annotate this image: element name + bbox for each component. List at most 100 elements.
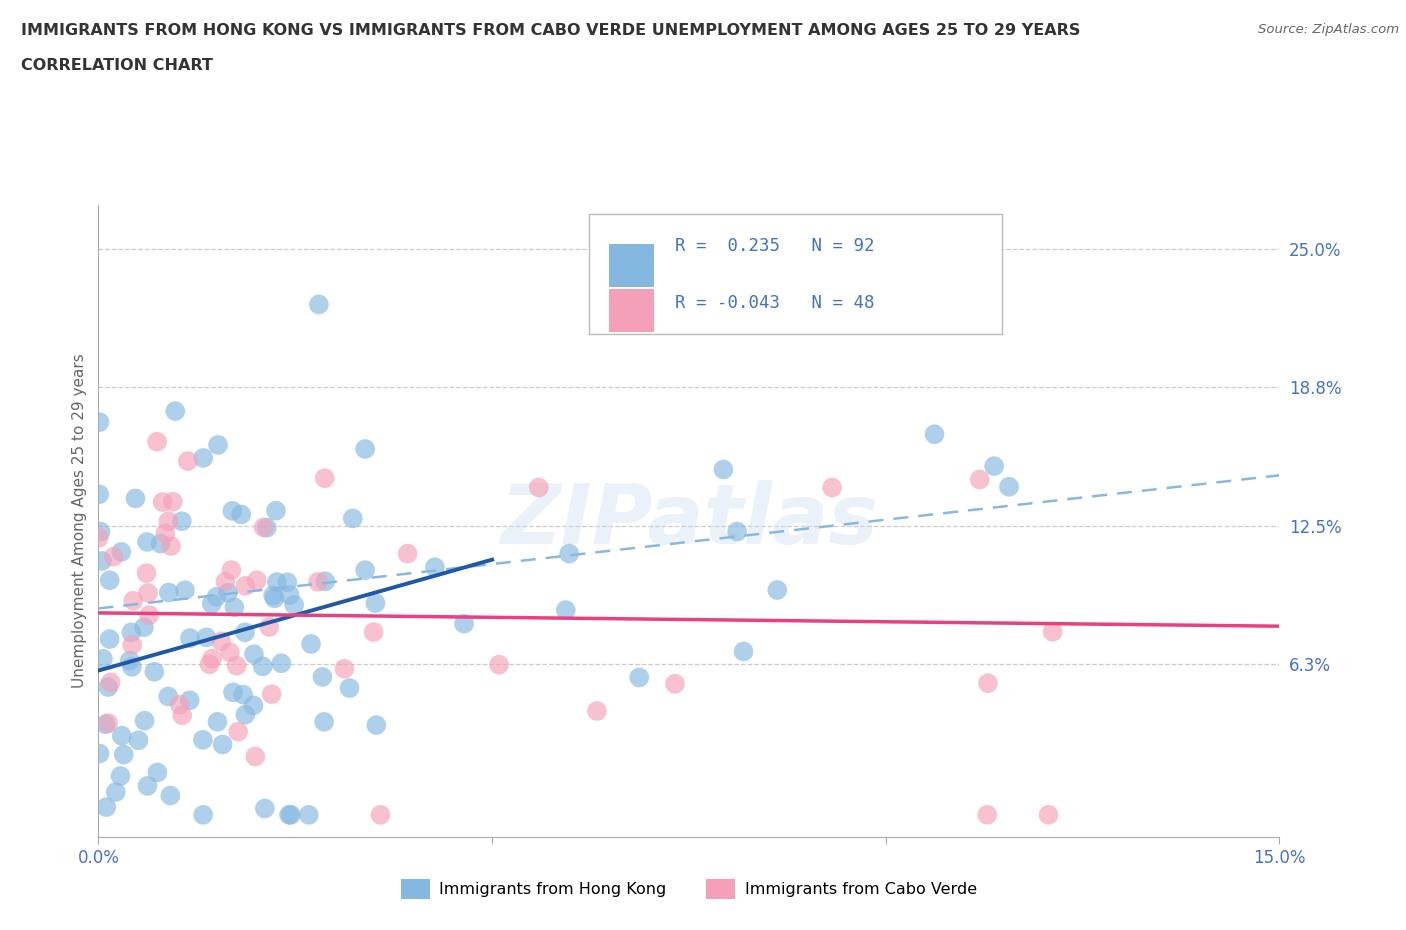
- Point: [149, 537, 172, 551]
- Point: [278, 588, 301, 603]
- Point: [89, 487, 111, 502]
- Point: [766, 582, 789, 597]
- Point: [94, 717, 117, 732]
- Point: [259, 619, 281, 634]
- Point: [307, 575, 329, 590]
- Point: [233, 625, 256, 640]
- Point: [111, 728, 134, 743]
- Point: [98, 631, 121, 646]
- Point: [233, 707, 256, 722]
- Point: [976, 807, 998, 822]
- Point: [977, 676, 1000, 691]
- Point: [211, 737, 233, 751]
- FancyBboxPatch shape: [609, 289, 654, 332]
- Point: [713, 462, 735, 477]
- Point: [121, 659, 143, 674]
- Text: ZIPatlas: ZIPatlas: [501, 480, 877, 562]
- Point: [110, 544, 132, 559]
- Point: [270, 656, 292, 671]
- Point: [245, 749, 267, 764]
- Legend: Immigrants from Hong Kong, Immigrants from Cabo Verde: Immigrants from Hong Kong, Immigrants fr…: [395, 872, 983, 905]
- Point: [243, 646, 266, 661]
- Point: [91, 553, 114, 568]
- Point: [96, 800, 118, 815]
- Y-axis label: Unemployment Among Ages 25 to 29 years: Unemployment Among Ages 25 to 29 years: [72, 353, 87, 688]
- Point: [298, 807, 321, 822]
- Point: [112, 747, 135, 762]
- Point: [242, 698, 264, 712]
- Point: [132, 620, 155, 635]
- Point: [628, 670, 651, 684]
- Point: [100, 675, 122, 690]
- Point: [983, 458, 1005, 473]
- Point: [664, 676, 686, 691]
- Point: [135, 565, 157, 580]
- Point: [235, 578, 257, 593]
- Point: [138, 607, 160, 622]
- Point: [558, 546, 581, 561]
- Point: [165, 404, 187, 418]
- Point: [89, 525, 111, 539]
- Point: [193, 807, 215, 822]
- Point: [554, 603, 576, 618]
- Point: [222, 684, 245, 699]
- Point: [311, 670, 333, 684]
- Point: [207, 714, 229, 729]
- Point: [97, 715, 120, 730]
- Point: [246, 573, 269, 588]
- Point: [308, 297, 330, 312]
- Point: [586, 703, 609, 718]
- Point: [219, 644, 242, 659]
- Point: [198, 657, 221, 671]
- Point: [252, 658, 274, 673]
- Point: [97, 680, 120, 695]
- Point: [226, 724, 249, 739]
- Text: CORRELATION CHART: CORRELATION CHART: [21, 58, 212, 73]
- Point: [225, 658, 247, 673]
- Point: [260, 686, 283, 701]
- Point: [256, 520, 278, 535]
- Point: [110, 768, 132, 783]
- Point: [488, 658, 510, 672]
- Point: [136, 586, 159, 601]
- Point: [193, 450, 215, 465]
- Text: R =  0.235   N = 92: R = 0.235 N = 92: [675, 237, 875, 255]
- Point: [177, 454, 200, 469]
- Point: [136, 778, 159, 793]
- Text: Source: ZipAtlas.com: Source: ZipAtlas.com: [1258, 23, 1399, 36]
- Point: [207, 437, 229, 452]
- Point: [98, 573, 121, 588]
- Point: [136, 535, 159, 550]
- FancyBboxPatch shape: [589, 214, 1002, 334]
- Point: [366, 718, 388, 733]
- Point: [314, 714, 336, 729]
- Point: [998, 479, 1021, 494]
- Point: [363, 625, 385, 640]
- Point: [396, 546, 419, 561]
- Point: [124, 491, 146, 506]
- Point: [276, 575, 298, 590]
- Point: [170, 513, 193, 528]
- Point: [174, 583, 197, 598]
- Point: [266, 575, 288, 590]
- Point: [103, 550, 125, 565]
- Point: [128, 733, 150, 748]
- Point: [354, 442, 377, 457]
- Point: [179, 631, 201, 645]
- Point: [217, 585, 239, 600]
- Point: [221, 503, 243, 518]
- Point: [172, 708, 194, 723]
- Point: [299, 636, 322, 651]
- Point: [120, 625, 142, 640]
- Point: [179, 693, 201, 708]
- Point: [924, 427, 946, 442]
- Point: [423, 560, 446, 575]
- Point: [1042, 624, 1064, 639]
- Point: [122, 593, 145, 608]
- FancyBboxPatch shape: [609, 244, 654, 286]
- Point: [201, 596, 224, 611]
- Point: [201, 651, 224, 666]
- Text: IMMIGRANTS FROM HONG KONG VS IMMIGRANTS FROM CABO VERDE UNEMPLOYMENT AMONG AGES : IMMIGRANTS FROM HONG KONG VS IMMIGRANTS …: [21, 23, 1080, 38]
- Point: [314, 471, 336, 485]
- Point: [342, 511, 364, 525]
